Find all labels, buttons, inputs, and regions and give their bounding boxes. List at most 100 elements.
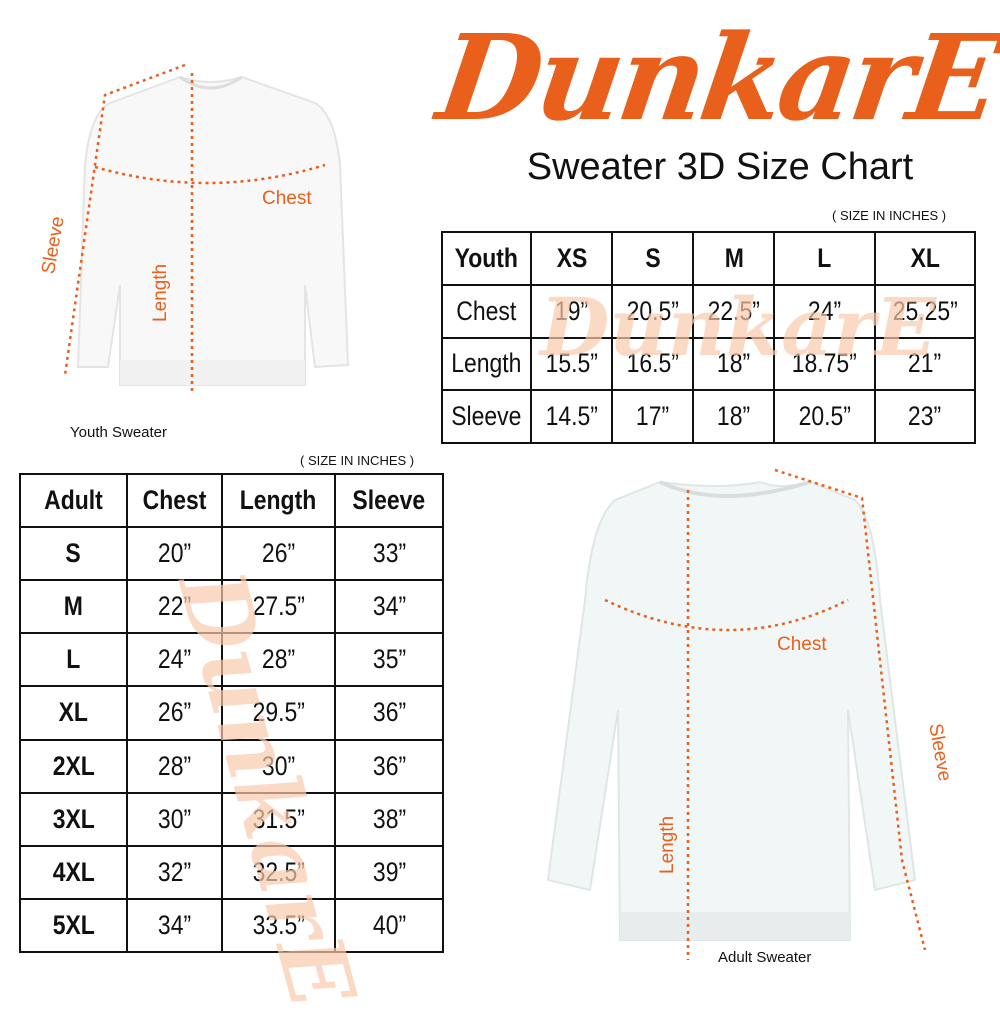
cell-text: S [645, 242, 661, 273]
cell-text: 20.5” [798, 401, 851, 432]
cell-text: 26” [157, 697, 192, 728]
cell-text: S [65, 538, 82, 569]
header-cell: Youth [441, 231, 532, 286]
table-row: 5XL 34” 33.5” 40” [19, 897, 444, 954]
table-cell: 38” [334, 791, 444, 847]
table-cell: 29.5” [220, 685, 337, 741]
row-label-cell: L [19, 632, 128, 688]
table-cell: 34” [126, 897, 223, 954]
header-cell: M [692, 231, 776, 286]
table-cell: 15.5” [529, 336, 614, 392]
table-cell: 34” [334, 579, 444, 635]
cell-text: 35” [372, 644, 406, 675]
table-cell: 32” [126, 844, 223, 900]
row-label-cell: M [19, 579, 128, 635]
adult-chest-label: Chest [777, 634, 827, 655]
table-cell: 36” [334, 685, 444, 741]
table-cell: 33.5” [220, 897, 337, 954]
table-header-row: Youth XS S M L XL [441, 231, 977, 286]
table-cell: 18” [692, 336, 776, 392]
cell-text: 31.5” [252, 803, 305, 834]
row-label-cell: 5XL [19, 897, 128, 954]
cell-text: 22.5” [707, 295, 760, 326]
cell-text: 18” [717, 401, 751, 432]
table-cell: 22” [126, 579, 223, 635]
cell-text: Length [451, 348, 522, 379]
cell-text: 25.25” [892, 295, 958, 326]
table-row: M 22” 27.5” 34” [19, 579, 444, 635]
table-row: XL 26” 29.5” 36” [19, 685, 444, 741]
cell-text: 18” [717, 348, 751, 379]
table-row: L 24” 28” 35” [19, 632, 444, 688]
cell-text: M [724, 242, 744, 273]
cell-text: 33” [372, 538, 406, 569]
cell-text: 4XL [52, 856, 95, 887]
row-label-cell: S [19, 526, 128, 582]
cell-text: 19” [554, 295, 589, 326]
header-cell: Length [220, 472, 337, 529]
cell-text: 33.5” [252, 909, 305, 940]
table-cell: 39” [334, 844, 444, 900]
cell-text: 22” [157, 591, 192, 622]
table-cell: 26” [220, 526, 337, 582]
cell-text: 24” [807, 295, 842, 326]
table-row: Chest 19” 20.5” 22.5” 24” 25.25” [441, 283, 977, 339]
header-cell: Chest [126, 472, 223, 529]
youth-sweater-image [63, 63, 350, 395]
row-label-cell: 3XL [19, 791, 128, 847]
cell-text: 5XL [52, 909, 95, 940]
table-cell: 32.5” [220, 844, 337, 900]
table-header-row: Adult Chest Length Sleeve [19, 472, 444, 529]
table-row: 4XL 32” 32.5” 39” [19, 844, 444, 900]
cell-text: Sleeve [352, 485, 426, 516]
cell-text: 34” [157, 909, 192, 940]
header-cell: XL [873, 231, 977, 286]
row-label-cell: 4XL [19, 844, 128, 900]
cell-text: 2XL [52, 750, 95, 781]
cell-text: Chest [456, 295, 517, 326]
header-cell: S [611, 231, 695, 286]
header-cell: XS [529, 231, 614, 286]
table-cell: 20.5” [773, 389, 876, 444]
table-cell: 25.25” [873, 283, 977, 339]
table-cell: 21” [873, 336, 977, 392]
cell-text: Length [240, 485, 317, 516]
table-cell: 35” [334, 632, 444, 688]
table-cell: 33” [334, 526, 444, 582]
cell-text: 20.5” [626, 295, 679, 326]
cell-text: 28” [157, 750, 192, 781]
youth-units: ( SIZE IN INCHES ) [832, 208, 947, 223]
row-label-cell: Chest [441, 283, 532, 339]
page-title: Sweater 3D Size Chart [526, 146, 914, 188]
table-cell: 20.5” [611, 283, 695, 339]
cell-text: 27.5” [252, 591, 305, 622]
cell-text: 26” [261, 538, 296, 569]
table-cell: 24” [773, 283, 876, 339]
adult-length-label: Length [657, 815, 678, 874]
table-cell: 18.75” [773, 336, 876, 392]
cell-text: 16.5” [626, 348, 679, 379]
cell-text: 24” [157, 644, 192, 675]
youth-length-label: Length [150, 263, 171, 322]
cell-text: 38” [372, 803, 406, 834]
table-cell: 24” [126, 632, 223, 688]
cell-text: 30” [261, 750, 296, 781]
adult-sweater-image [546, 468, 927, 960]
cell-text: 15.5” [545, 348, 598, 379]
table-cell: 27.5” [220, 579, 337, 635]
cell-text: 32.5” [252, 856, 305, 887]
table-cell: 26” [126, 685, 223, 741]
header-cell: Sleeve [334, 472, 444, 529]
cell-text: Chest [142, 485, 207, 516]
row-label-cell: XL [19, 685, 128, 741]
adult-size-table: Adult Chest Length Sleeve S 20” 26” 33” M 22” 27.5… [19, 472, 444, 954]
row-label-cell: Length [441, 336, 532, 392]
cell-text: 14.5” [545, 401, 598, 432]
table-cell: 30” [220, 738, 337, 794]
table-cell: 22.5” [692, 283, 776, 339]
row-label-cell: 2XL [19, 738, 128, 794]
youth-chest-label: Chest [262, 188, 312, 209]
table-cell: 28” [220, 632, 337, 688]
cell-text: Adult [44, 485, 103, 516]
cell-text: Sleeve [451, 401, 522, 432]
